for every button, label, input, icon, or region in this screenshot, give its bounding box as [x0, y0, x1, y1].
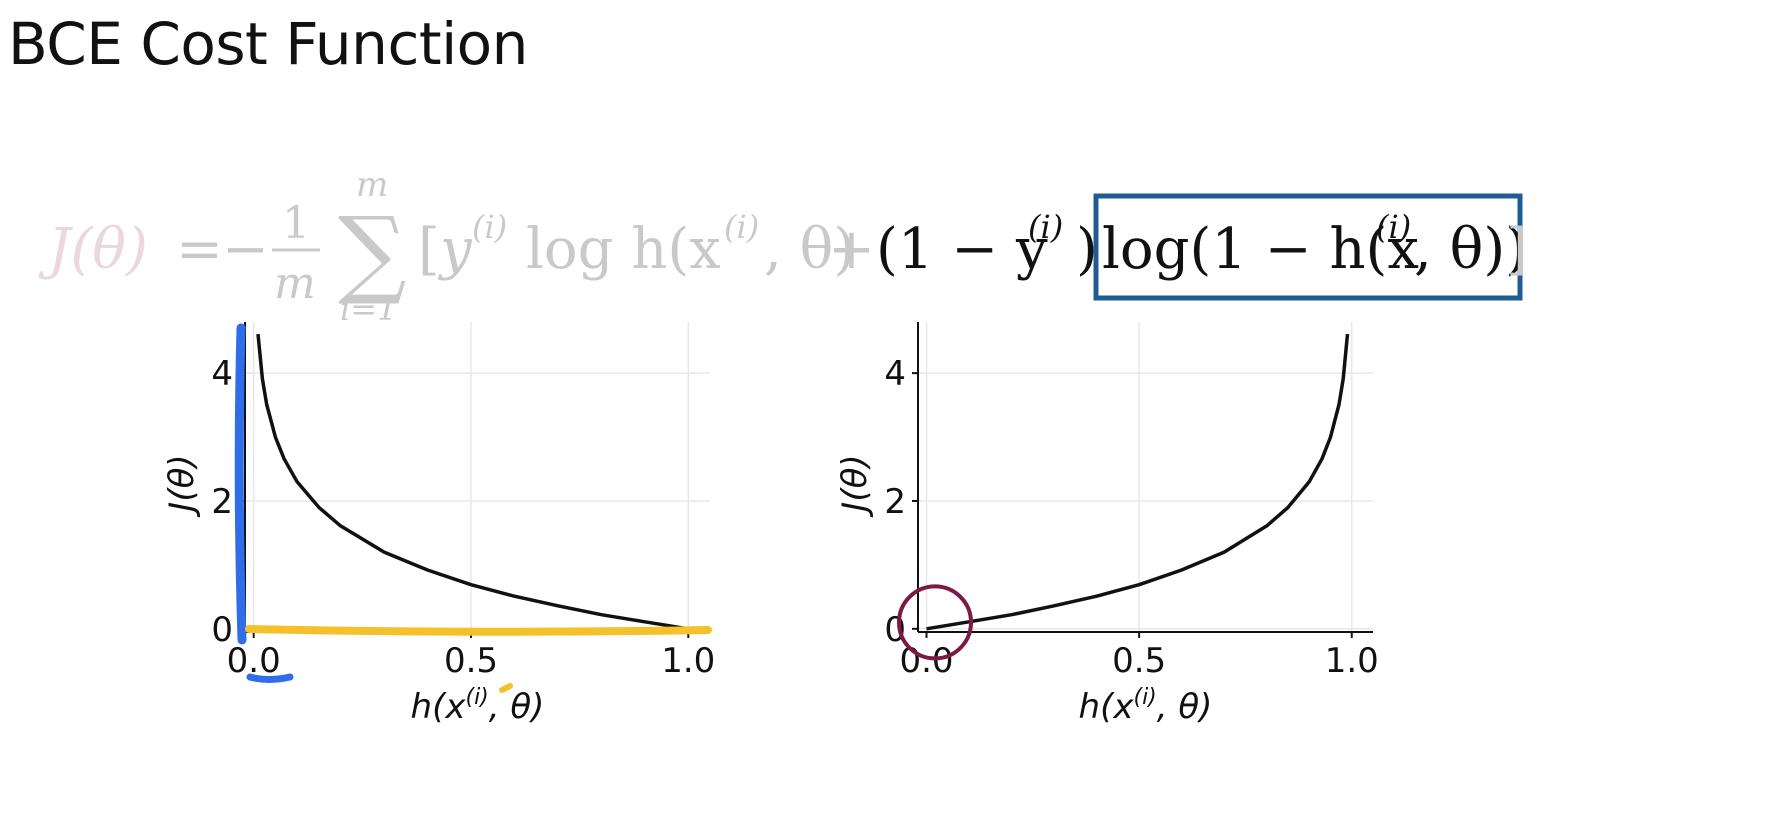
- formula-frac-num: 1: [282, 198, 310, 249]
- maroon-circle-annotation: [897, 584, 974, 661]
- formula-bracket-open: [: [418, 217, 440, 282]
- highlight-box: [1093, 193, 1523, 301]
- blue-highlight-stroke: [234, 323, 247, 645]
- formula-bracket-close: ]: [1506, 217, 1528, 282]
- x-tick-label: 1.0: [1325, 641, 1379, 681]
- series-line: [256, 333, 689, 631]
- formula-sum-symbol: ∑: [338, 196, 407, 308]
- yellow-mark-stroke: [499, 683, 513, 693]
- y-tick-label: 2: [884, 482, 906, 522]
- blue-underline-stroke: [246, 673, 294, 683]
- formula-y-sup-2: (i): [1028, 208, 1063, 246]
- y-axis-label: J(θ): [162, 454, 202, 517]
- x-tick-label: 0.5: [1112, 641, 1166, 681]
- y-tick-label: 0: [884, 610, 906, 650]
- formula-y-sup: (i): [472, 208, 507, 246]
- formula-sum-lower: i=1: [340, 290, 397, 328]
- y-tick-label: 4: [884, 354, 906, 394]
- formula-one-minus-y: (1 − y: [876, 217, 1048, 282]
- formula-y: y: [437, 217, 473, 282]
- x-axis-label: h(x(i), θ): [411, 685, 545, 727]
- formula-lhs: J(θ): [38, 217, 148, 282]
- formula-frac-den: m: [274, 258, 316, 309]
- formula-highlight-prefix: log(1 − h(x: [1102, 217, 1419, 282]
- x-axis-label: h(x(i), θ): [1079, 685, 1213, 727]
- formula-x-sup-2: (i): [1376, 208, 1411, 246]
- formula-sum-upper: m: [356, 165, 388, 205]
- slide-title: BCE Cost Function: [8, 10, 528, 78]
- y-tick-label: 4: [211, 354, 233, 394]
- formula-highlight-suffix: , θ)): [1414, 217, 1527, 282]
- x-tick-label: 1.0: [661, 641, 715, 681]
- y-axis-label: J(θ): [835, 454, 875, 517]
- formula-plus: +: [828, 217, 875, 282]
- formula-x-sup-1: (i): [724, 208, 759, 246]
- formula-theta-close-1: , θ): [764, 217, 855, 282]
- formula-close-paren: ): [1076, 217, 1098, 282]
- formula-minus: −: [222, 217, 269, 282]
- series-line: [926, 333, 1350, 631]
- yellow-highlight-stroke: [245, 625, 712, 636]
- formula-equals: =: [176, 217, 223, 282]
- y-tick-label: 2: [211, 482, 233, 522]
- x-tick-label: 0.5: [444, 641, 498, 681]
- y-tick-label: 0: [211, 610, 233, 650]
- formula-log-h: log h(x: [526, 217, 721, 282]
